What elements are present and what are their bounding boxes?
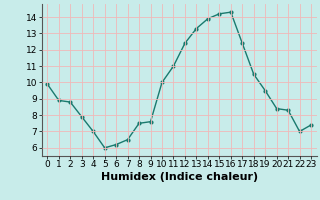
X-axis label: Humidex (Indice chaleur): Humidex (Indice chaleur)	[100, 172, 258, 182]
